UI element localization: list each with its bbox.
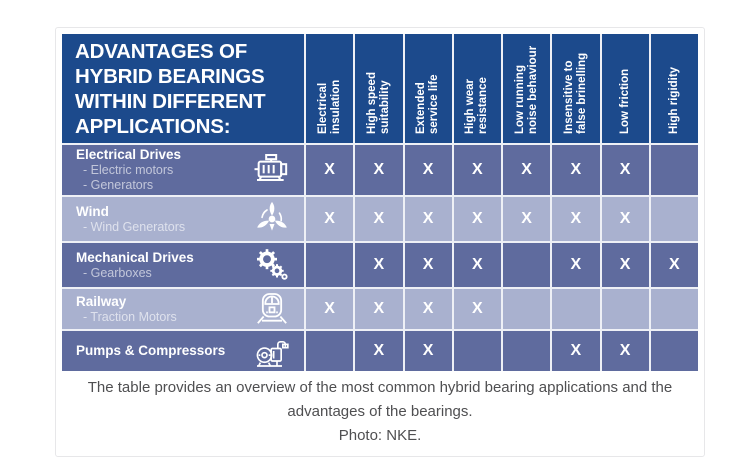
mark-cell-checked: X (355, 197, 403, 241)
application-title: Mechanical Drives (76, 249, 194, 265)
mark-cell-empty (503, 243, 551, 287)
column-header: Extended service life (404, 34, 452, 143)
column-header-label: High speed suitability (365, 71, 391, 134)
column-header: Low running noise behaviour (503, 34, 551, 143)
mark-cell-checked: X (453, 289, 501, 329)
mark-cell-checked: X (601, 243, 649, 287)
mark-cell-empty (503, 289, 551, 329)
caption-text: The table provides an overview of the mo… (87, 379, 673, 420)
mark-cell-empty (601, 289, 649, 329)
mark-cell-checked: X (601, 331, 649, 371)
row-label-cell: Wind - Wind Generators (62, 197, 304, 241)
mark-cell-checked: X (601, 197, 649, 241)
gears-icon (248, 245, 296, 285)
mark-cell-checked: X (404, 331, 452, 371)
mark-cell-empty (650, 331, 698, 371)
mark-cell-empty (650, 197, 698, 241)
column-header: Low friction (601, 34, 649, 143)
column-header-label: High wear resistance (464, 76, 490, 134)
application-title: Wind (76, 203, 109, 219)
mark-cell-empty (552, 289, 600, 329)
application-subitems: - Wind Generators (83, 219, 186, 234)
mark-cell-checked: X (552, 331, 600, 371)
mark-cell-checked: X (355, 289, 403, 329)
mark-cell-checked: X (404, 145, 452, 195)
row-label-cell: Electrical Drives - Electric motors - Gen… (62, 145, 304, 195)
mark-cell-empty (306, 331, 354, 371)
article-image-card: ADVANTAGES OF HYBRID BEARINGS WITHIN DIF… (55, 27, 705, 457)
column-header: High wear resistance (453, 34, 501, 143)
mark-cell-checked: X (355, 331, 403, 371)
mark-cell-checked: X (552, 197, 600, 241)
row-label-cell: Pumps & Compressors (62, 331, 304, 371)
application-subitems: - Electric motors - Generators (83, 163, 174, 192)
mark-cell-checked: X (404, 243, 452, 287)
application-title: Electrical Drives (76, 147, 182, 162)
mark-cell-checked: X (355, 145, 403, 195)
table-title: ADVANTAGES OF HYBRID BEARINGS WITHIN DIF… (75, 39, 266, 138)
mark-cell-checked: X (503, 197, 551, 241)
mark-cell-checked: X (453, 197, 501, 241)
column-header-label: Electrical insulation (316, 79, 342, 134)
mark-cell-checked: X (453, 243, 501, 287)
mark-cell-empty (453, 331, 501, 371)
mark-cell-empty (650, 145, 698, 195)
mark-cell-checked: X (601, 145, 649, 195)
mark-cell-checked: X (404, 197, 452, 241)
caption: The table provides an overview of the mo… (62, 376, 698, 448)
row-label-cell: Railway - Traction Motors (62, 289, 304, 329)
mark-cell-checked: X (306, 197, 354, 241)
mark-cell-checked: X (503, 145, 551, 195)
application-title: Pumps & Compressors (76, 343, 226, 358)
mark-cell-empty (503, 331, 551, 371)
mark-cell-empty (650, 289, 698, 329)
mark-cell-checked: X (650, 243, 698, 287)
mark-cell-empty (306, 243, 354, 287)
mark-cell-checked: X (306, 145, 354, 195)
train-icon (248, 289, 296, 329)
application-title: Railway (76, 293, 127, 309)
application-subitems: - Gearboxes (83, 265, 152, 280)
mark-cell-checked: X (355, 243, 403, 287)
mark-cell-checked: X (404, 289, 452, 329)
advantages-table: ADVANTAGES OF HYBRID BEARINGS WITHIN DIF… (62, 34, 698, 371)
column-header: High speed suitability (355, 34, 403, 143)
electric-motor-icon (248, 150, 296, 190)
column-header-label: Low running noise behaviour (513, 45, 539, 134)
column-header: Insensitive to false brinelling (552, 34, 600, 143)
mark-cell-checked: X (453, 145, 501, 195)
pump-icon (248, 331, 296, 371)
column-header-label: Low friction (618, 68, 631, 134)
column-header-label: High rigidity (667, 66, 680, 134)
table-title-cell: ADVANTAGES OF HYBRID BEARINGS WITHIN DIF… (62, 34, 304, 143)
column-header: Electrical insulation (306, 34, 354, 143)
mark-cell-checked: X (552, 145, 600, 195)
column-header: High rigidity (650, 34, 698, 143)
mark-cell-checked: X (306, 289, 354, 329)
application-subitems: - Traction Motors (83, 309, 177, 324)
caption-credit: Photo: NKE. (338, 427, 422, 444)
mark-cell-checked: X (552, 243, 600, 287)
row-label-cell: Mechanical Drives - Gearboxes (62, 243, 304, 287)
column-header-label: Insensitive to false brinelling (562, 52, 588, 134)
column-header-label: Extended service life (415, 74, 441, 134)
wind-turbine-icon (248, 199, 296, 239)
